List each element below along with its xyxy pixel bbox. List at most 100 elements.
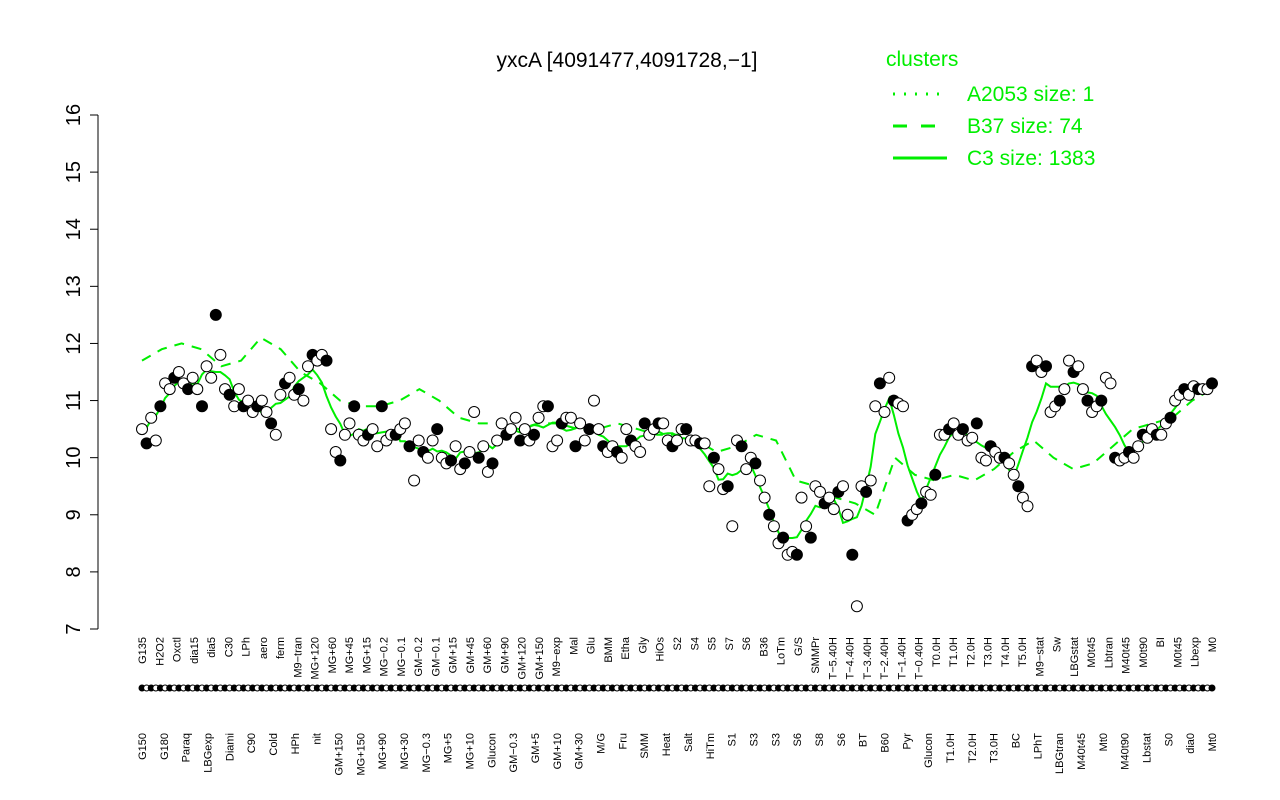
x-tick-top-label: GM+90 [499, 637, 511, 673]
x-tick-top-label: G/S [793, 637, 805, 656]
data-point [172, 366, 185, 378]
x-tick-bottom-label: S0 [1163, 733, 1175, 746]
x-ticks: G135 H2O2 Oxctl dia15 dia5 C30 LPh aero ferm M9−t… [137, 636, 1219, 775]
x-tick-bottom-label: G180 [159, 733, 171, 760]
data-point [1076, 383, 1089, 396]
x-tick-bottom-label: Pyr [901, 733, 913, 750]
data-point [223, 388, 236, 401]
x-tick-top-label: HiOs [655, 637, 667, 662]
x-tick-top-label: MG+15 [361, 637, 373, 673]
x-tick-top-label: BI [1155, 637, 1167, 647]
data-point [883, 371, 896, 384]
legend-title: clusters [886, 48, 958, 71]
y-tick-label: 9 [63, 509, 85, 520]
x-tick-top-label: H2O2 [154, 637, 166, 666]
x-tick-top-label: T5.0H [1017, 637, 1029, 667]
x-tick-top-label: T−3.40H [862, 637, 874, 680]
chart-title: yxcA [4091477,4091728,−1] [497, 49, 758, 72]
x-tick-top-label: MG−0.1 [396, 637, 408, 676]
data-point [371, 440, 384, 453]
x-tick-top-label: Gly [638, 637, 650, 654]
data-point [980, 454, 992, 467]
data-point [375, 400, 388, 413]
data-point [777, 531, 790, 544]
data-point [721, 480, 734, 493]
x-tick-bottom-label: SMM [639, 733, 651, 759]
data-point [860, 485, 873, 498]
data-point [878, 406, 891, 418]
data-point [869, 400, 882, 413]
data-point [154, 400, 167, 413]
data-point [956, 423, 969, 436]
x-tick-top-label: B36 [758, 637, 770, 657]
x-tick-top-label: LPh [241, 637, 253, 657]
data-point [214, 348, 227, 361]
x-tick-bottom-label: Glucon [923, 733, 935, 768]
x-tick-top-label: S4 [689, 637, 701, 650]
x-tick-bottom-label: S1 [727, 733, 739, 746]
data-point [767, 520, 780, 533]
data-point [703, 480, 716, 493]
x-tick-top-label: M40t45 [1121, 637, 1133, 674]
data-point [929, 468, 942, 481]
x-tick-bottom-label: BC [1011, 733, 1023, 748]
x-tick-top-label: C30 [223, 637, 235, 657]
data-point [1040, 360, 1052, 373]
data-point [740, 463, 753, 476]
data-point [528, 428, 540, 441]
data-point [449, 440, 462, 453]
data-point [758, 491, 771, 504]
x-tick-bottom-label: GM+5 [530, 733, 542, 763]
data-point [491, 434, 504, 447]
x-tick-top-label: SMMPr [810, 637, 822, 674]
x-tick-bottom-label: LPhT [1032, 733, 1044, 760]
data-point [348, 400, 361, 413]
x-tick-bottom-label: dia0 [1185, 733, 1197, 754]
x-tick-bottom-label: GM+10 [552, 733, 564, 769]
x-tick-top-label: M0t45 [1173, 637, 1185, 668]
data-point [846, 548, 859, 561]
legend-entry-c3: C3 size: 1383 [967, 147, 1095, 170]
data-point [873, 377, 886, 390]
data-point [588, 394, 600, 407]
data-point [966, 431, 979, 444]
y-tick-label: 11 [63, 390, 85, 411]
data-point [915, 497, 928, 510]
x-tick-bottom-label: S6 [836, 733, 848, 746]
x-tick-bottom-label: MG+150 [355, 733, 367, 776]
data-point [1053, 394, 1066, 407]
data-point [837, 480, 849, 493]
data-point [564, 411, 577, 424]
data-point [325, 423, 338, 436]
data-point [841, 508, 854, 521]
data-point [551, 434, 564, 447]
x-tick-top-label: T0.0H [931, 637, 943, 667]
data-point [864, 474, 877, 487]
data-point [947, 417, 960, 430]
data-point [458, 457, 471, 470]
x-tick-bottom-label: HiTm [705, 733, 717, 759]
x-tick-bottom-label: M40t45 [1076, 733, 1088, 770]
data-point [265, 417, 278, 430]
x-tick-top-label: GM+150 [534, 637, 546, 680]
x-tick-bottom-label: S6 [792, 733, 804, 746]
data-point [620, 423, 633, 436]
data-point [209, 308, 222, 321]
data-points [136, 308, 1218, 613]
data-point [592, 423, 605, 436]
data-point [1021, 500, 1034, 513]
x-tick-top-label: T2.0H [965, 637, 977, 667]
x-tick-top-label: Sw [1052, 637, 1064, 652]
x-tick-top-label: Etha [620, 636, 632, 660]
x-tick-bottom-label: Lbstat [1142, 733, 1154, 763]
data-point [532, 411, 545, 424]
data-point [509, 411, 522, 424]
data-point [924, 488, 937, 501]
data-point [541, 400, 554, 413]
x-tick-bottom-label: C90 [246, 733, 258, 753]
data-point [191, 383, 204, 396]
data-point [320, 354, 333, 367]
y-tick-label: 16 [63, 104, 85, 126]
data-point [735, 440, 748, 453]
x-tick-bottom-label: GM+150 [334, 733, 346, 776]
